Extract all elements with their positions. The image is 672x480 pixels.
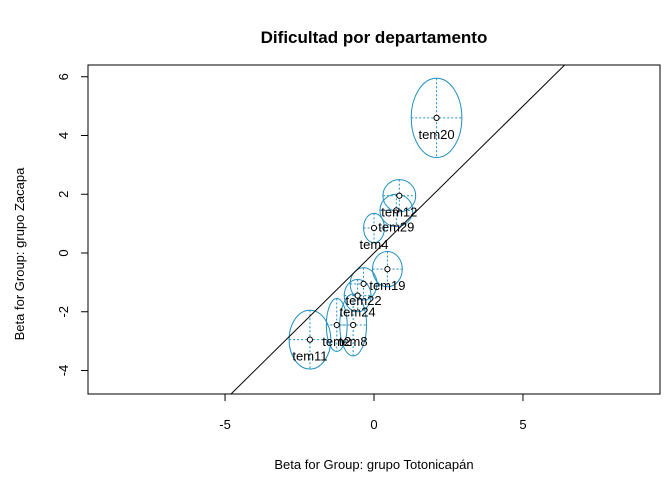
point-label-tem29: tem29: [378, 219, 414, 234]
x-tick-label: -5: [219, 417, 231, 432]
point-tem12: [396, 192, 403, 199]
point-tem24: [354, 292, 361, 299]
y-tick-label: -2: [56, 306, 71, 318]
identity-line-layer: [230, 65, 566, 394]
point-label-tem12: tem12: [381, 205, 417, 220]
point-label-tem20: tem20: [418, 127, 454, 142]
y-tick-label: 6: [56, 73, 71, 80]
y-tick-label: 2: [56, 191, 71, 198]
x-tick-label: 5: [519, 417, 526, 432]
ellipses-layer: [288, 77, 463, 370]
point-tem4: [370, 224, 378, 232]
point-label-tem4: tem4: [360, 237, 389, 252]
point-tem20: [433, 114, 440, 121]
point-tem8: [350, 321, 357, 329]
x-tick-label: 0: [370, 417, 377, 432]
point-tem2: [333, 321, 340, 329]
point-label-tem19: tem19: [369, 278, 405, 293]
point-label-tem2: tem2: [322, 334, 351, 349]
point-label-tem11: tem11: [292, 349, 327, 364]
point-labels-layer: tem20tem12tem29tem4tem19tem22tem24tem11t…: [292, 127, 454, 364]
y-tick-label: 0: [56, 249, 71, 256]
y-tick-label: 4: [56, 132, 71, 139]
point-tem29: [393, 207, 400, 214]
point-tem11: [306, 336, 314, 343]
points-layer: [306, 114, 440, 343]
identity-line: [230, 65, 566, 394]
x-axis-label: Beta for Group: grupo Totonicapán: [274, 457, 473, 472]
chart-title: Dificultad por departamento: [261, 28, 488, 47]
point-label-tem8: tem8: [339, 334, 368, 349]
point-tem22: [360, 280, 367, 287]
point-tem19: [384, 266, 391, 273]
point-label-tem24: tem24: [340, 305, 376, 320]
axes-layer: -5 0 5 -4 -2 0 2 4 6: [56, 73, 527, 432]
point-label-tem22: tem22: [346, 293, 382, 308]
y-tick-label: -4: [56, 365, 71, 377]
y-axis-label: Beta for Group: grupo Zacapa: [12, 167, 27, 340]
